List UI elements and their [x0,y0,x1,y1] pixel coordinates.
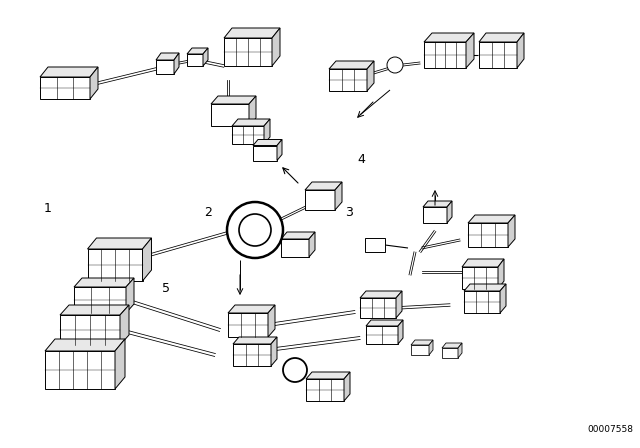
Polygon shape [268,305,275,337]
Polygon shape [367,61,374,91]
Polygon shape [211,104,249,126]
Polygon shape [120,305,129,345]
Polygon shape [45,351,115,389]
Polygon shape [60,315,120,345]
Polygon shape [271,337,277,366]
Polygon shape [40,67,98,77]
Polygon shape [45,339,125,351]
Circle shape [239,214,271,246]
Polygon shape [411,345,429,355]
Polygon shape [396,291,402,318]
Polygon shape [187,54,203,66]
Polygon shape [281,239,309,257]
Polygon shape [232,126,264,144]
Polygon shape [411,340,433,345]
Polygon shape [468,215,515,223]
Text: 5: 5 [163,282,170,296]
Polygon shape [517,33,524,68]
Polygon shape [232,119,270,126]
Polygon shape [360,298,396,318]
Polygon shape [329,61,374,69]
Polygon shape [498,259,504,289]
Polygon shape [479,33,524,42]
Polygon shape [249,96,256,126]
Polygon shape [281,232,315,239]
Polygon shape [429,340,433,355]
Polygon shape [126,278,134,313]
Polygon shape [468,223,508,247]
Polygon shape [74,278,134,287]
Polygon shape [224,38,272,66]
Polygon shape [228,313,268,337]
Circle shape [227,202,283,258]
Polygon shape [464,291,500,313]
Polygon shape [156,53,179,60]
Polygon shape [277,139,282,160]
Polygon shape [233,337,277,344]
Polygon shape [508,215,515,247]
Polygon shape [187,48,208,54]
Polygon shape [365,238,385,252]
Polygon shape [360,291,402,298]
Polygon shape [344,372,350,401]
Polygon shape [423,207,447,223]
Polygon shape [174,53,179,74]
Text: 3: 3 [345,206,353,220]
Text: 4: 4 [358,152,365,166]
Polygon shape [115,339,125,389]
Polygon shape [203,48,208,66]
Text: 00007558: 00007558 [587,425,633,434]
Polygon shape [211,96,256,104]
Polygon shape [253,139,282,146]
Polygon shape [233,344,271,366]
Polygon shape [447,201,452,223]
Polygon shape [424,42,466,68]
Polygon shape [329,69,367,91]
Polygon shape [264,119,270,144]
Polygon shape [305,182,342,190]
Polygon shape [90,67,98,99]
Polygon shape [143,238,152,281]
Polygon shape [305,190,335,210]
Polygon shape [442,343,462,348]
Polygon shape [306,372,350,379]
Polygon shape [366,320,403,326]
Text: 2: 2 [204,206,212,220]
Polygon shape [224,28,280,38]
Polygon shape [466,33,474,68]
Circle shape [387,57,403,73]
Polygon shape [366,326,398,344]
Polygon shape [479,42,517,68]
Polygon shape [74,287,126,313]
Polygon shape [398,320,403,344]
Polygon shape [335,182,342,210]
Polygon shape [88,249,143,281]
Polygon shape [228,305,275,313]
Circle shape [283,358,307,382]
Polygon shape [253,146,277,160]
Polygon shape [458,343,462,358]
Polygon shape [464,284,506,291]
Polygon shape [60,305,129,315]
Polygon shape [424,33,474,42]
Polygon shape [40,77,90,99]
Polygon shape [306,379,344,401]
Polygon shape [272,28,280,66]
Text: 1: 1 [44,202,52,215]
Polygon shape [423,201,452,207]
Polygon shape [442,348,458,358]
Polygon shape [309,232,315,257]
Polygon shape [462,259,504,267]
Polygon shape [500,284,506,313]
Polygon shape [156,60,174,74]
Polygon shape [88,238,152,249]
Polygon shape [462,267,498,289]
